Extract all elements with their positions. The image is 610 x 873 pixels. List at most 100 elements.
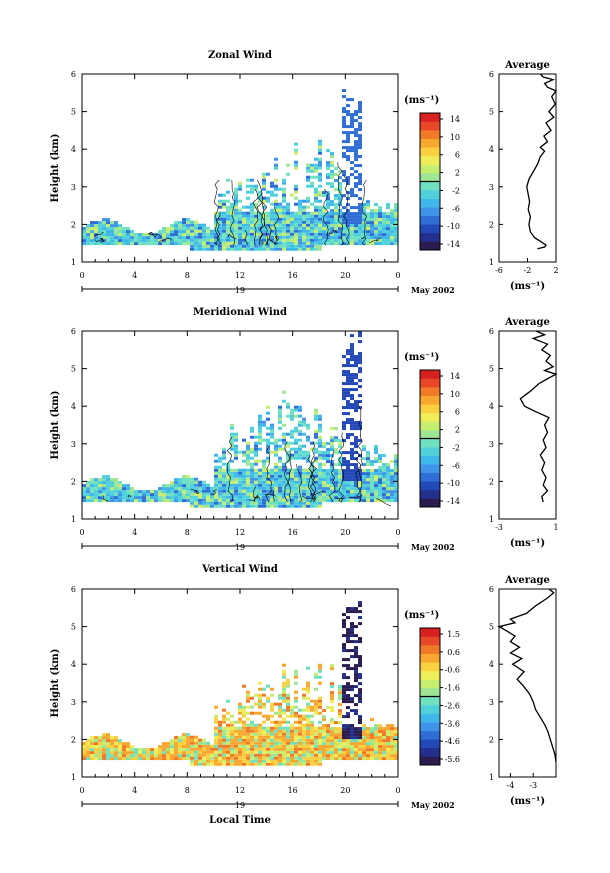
wind-cell [266, 717, 270, 721]
wind-cell [310, 720, 314, 724]
wind-cell [322, 490, 326, 494]
wind-cell [354, 610, 358, 614]
wind-cell [214, 220, 218, 224]
wind-cell [350, 236, 354, 240]
colorbar-swatch [420, 429, 440, 439]
wind-cell [306, 217, 310, 221]
wind-cell [382, 472, 386, 476]
average-profile-line [526, 73, 558, 250]
y-tick-label: 2 [71, 220, 76, 229]
wind-cell [226, 468, 230, 472]
wind-cell [342, 646, 346, 650]
wind-cell [122, 496, 126, 500]
wind-cell [358, 715, 362, 719]
wind-cell [350, 131, 354, 135]
wind-cell [366, 242, 370, 246]
wind-cell [274, 163, 278, 167]
wind-cell [342, 373, 346, 377]
wind-cell [82, 230, 86, 234]
wind-cell [258, 241, 262, 245]
wind-cell [154, 493, 158, 497]
wind-cell [294, 696, 298, 700]
wind-cell [234, 762, 238, 766]
wind-cell [250, 223, 254, 227]
wind-cell [210, 756, 214, 760]
wind-cell [370, 718, 374, 722]
wind-cell [338, 230, 342, 234]
wind-cell [302, 483, 306, 487]
wind-cell [354, 478, 358, 482]
wind-cell [354, 748, 358, 752]
wind-cell [354, 673, 358, 677]
wind-cell [230, 423, 234, 427]
wind-cell [342, 122, 346, 126]
wind-cell [214, 238, 218, 242]
wind-cell [342, 463, 346, 467]
wind-cell [254, 498, 258, 502]
average-title: Average [504, 60, 550, 71]
wind-cell [246, 220, 250, 224]
wind-cell [358, 203, 362, 207]
wind-cell [246, 217, 250, 221]
wind-cell [390, 224, 394, 228]
wind-cell [290, 489, 294, 493]
wind-cell [278, 220, 282, 224]
wind-cell [266, 729, 270, 733]
wind-cell [218, 750, 222, 754]
wind-cell [90, 481, 94, 485]
wind-cell [250, 486, 254, 490]
y-tick-label: 2 [71, 477, 76, 486]
wind-cell [302, 238, 306, 242]
wind-cell [322, 484, 326, 488]
wind-cell [162, 751, 166, 755]
wind-cell [314, 166, 318, 170]
wind-cell [118, 487, 122, 491]
wind-cell [374, 748, 378, 752]
wind-cell [218, 729, 222, 733]
wind-cell [170, 233, 174, 237]
wind-cell [146, 751, 150, 755]
wind-cell [330, 239, 334, 243]
wind-cell [318, 726, 322, 730]
wind-cell [246, 741, 250, 745]
wind-cell [210, 241, 214, 245]
wind-cell [214, 729, 218, 733]
wind-cell [386, 499, 390, 503]
wind-cell [346, 137, 350, 141]
wind-cell [282, 735, 286, 739]
wind-cell [274, 244, 278, 248]
wind-cell [86, 484, 90, 488]
wind-cell [286, 226, 290, 230]
wind-cell [190, 483, 194, 487]
wind-cell [138, 490, 142, 494]
wind-cell [338, 715, 342, 719]
wind-cell [238, 471, 242, 475]
wind-cell [282, 489, 286, 493]
wind-cell [226, 477, 230, 481]
wind-cell [262, 196, 266, 200]
wind-cell [294, 504, 298, 508]
wind-cell [242, 762, 246, 766]
wind-cell [262, 471, 266, 475]
wind-cell [310, 486, 314, 490]
wind-cell [306, 166, 310, 170]
wind-cell [246, 501, 250, 505]
wind-cell [358, 748, 362, 752]
wind-cell [282, 220, 286, 224]
wind-cell [314, 699, 318, 703]
colorbar-swatch [420, 438, 440, 448]
wind-cell [98, 742, 102, 746]
wind-cell [102, 221, 106, 225]
wind-cell [214, 247, 218, 251]
wind-cell [318, 702, 322, 706]
wind-cell [134, 757, 138, 761]
wind-cell [370, 739, 374, 743]
wind-cell [202, 744, 206, 748]
wind-cell [346, 751, 350, 755]
wind-cell [222, 453, 226, 457]
wind-cell [314, 705, 318, 709]
wind-cell [190, 753, 194, 757]
wind-cell [230, 471, 234, 475]
wind-cell [278, 741, 282, 745]
